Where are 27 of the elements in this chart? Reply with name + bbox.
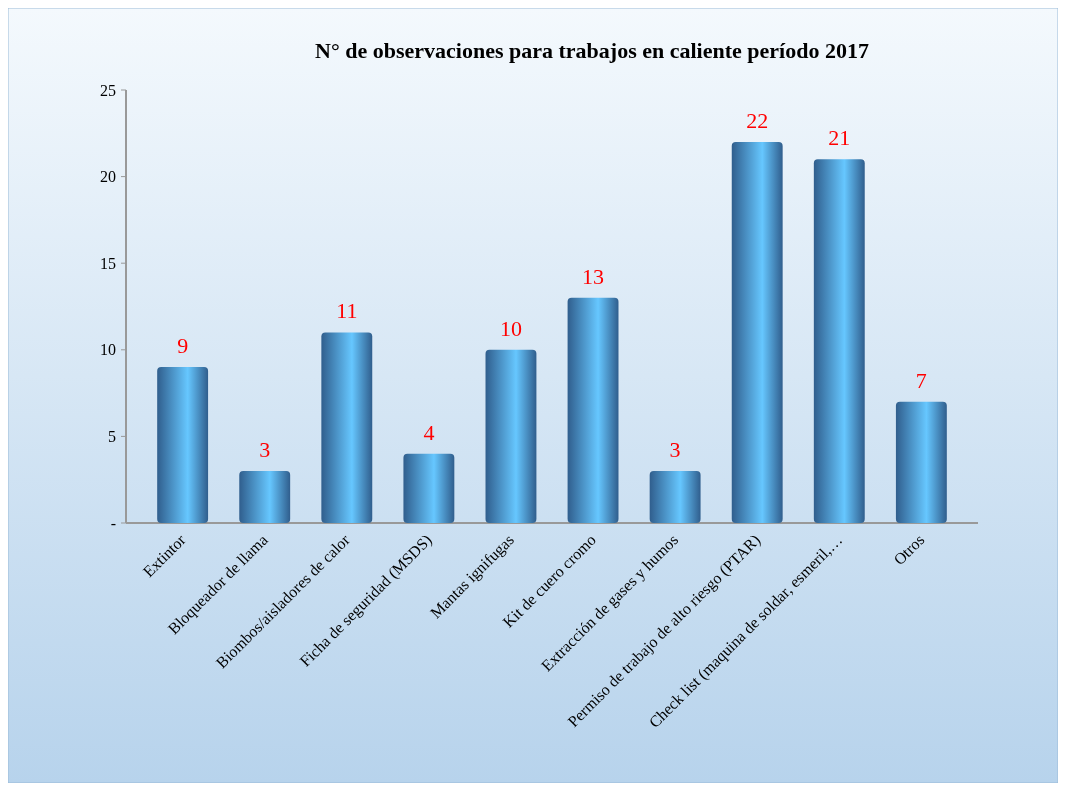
bar [731,141,783,523]
data-label: 4 [423,419,435,445]
data-label: 3 [259,437,271,463]
y-tick-label: 20 [100,168,116,186]
y-tick-label: - [110,514,116,532]
y-tick-label: 25 [100,81,116,99]
data-label: 11 [336,298,358,324]
y-tick-label: 15 [100,254,116,272]
data-label: 21 [828,125,851,151]
y-tick-label: 5 [108,428,116,445]
bar [157,367,209,523]
y-tick-label: 10 [100,341,116,359]
data-label: 9 [177,333,189,359]
data-label: 13 [582,263,605,289]
data-label: 7 [915,367,927,393]
data-label: 10 [499,315,522,341]
bar [567,297,619,523]
chart-title: N° de observaciones para trabajos en caliente período 2017 [315,38,869,63]
bar [321,332,373,523]
bar [895,401,947,523]
bar [649,471,701,523]
bar [485,349,537,523]
data-label: 22 [746,107,769,133]
bar [403,453,455,523]
bar [239,471,291,523]
data-label: 3 [669,437,681,463]
bar [813,159,865,523]
